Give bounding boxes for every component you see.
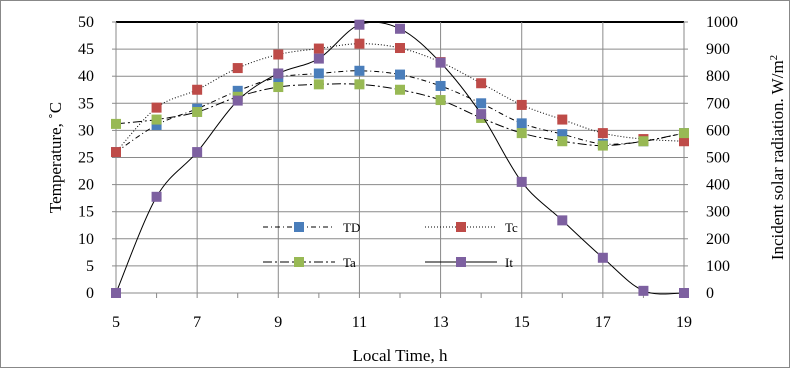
y-tick-label: 15 bbox=[78, 204, 94, 221]
y2-tick-label: 300 bbox=[706, 204, 730, 221]
legend-marker-tc bbox=[456, 222, 466, 232]
y-tick-label: 25 bbox=[78, 150, 94, 167]
y-tick-label: 50 bbox=[78, 14, 94, 31]
data-point-it bbox=[313, 53, 324, 64]
data-point-ta bbox=[313, 79, 324, 90]
x-tick-label: 19 bbox=[676, 314, 692, 331]
data-point-it bbox=[192, 147, 203, 158]
y2-axis-title: Incident solar radiation. W/m2 bbox=[768, 55, 787, 260]
legend-layer: TD Tc Ta It bbox=[263, 220, 518, 270]
data-point-td bbox=[516, 118, 527, 129]
y-tick-label: 45 bbox=[78, 41, 94, 58]
data-point-tc bbox=[192, 84, 203, 95]
data-point-td bbox=[476, 98, 487, 109]
data-point-tc bbox=[232, 63, 243, 74]
data-point-ta bbox=[679, 128, 689, 139]
data-point-tc bbox=[597, 128, 608, 139]
y2-tick-label: 900 bbox=[706, 41, 730, 58]
y2-tick-label: 800 bbox=[706, 68, 730, 85]
data-point-tc bbox=[354, 38, 365, 49]
x-tick-label: 15 bbox=[514, 314, 530, 331]
data-point-tc bbox=[557, 114, 568, 125]
data-point-it bbox=[679, 288, 689, 298]
series-layer bbox=[111, 19, 689, 298]
y2-tick-label: 100 bbox=[706, 258, 730, 275]
data-point-ta bbox=[597, 140, 608, 151]
x-tick-label: 5 bbox=[112, 314, 120, 331]
x-tick-label: 9 bbox=[274, 314, 282, 331]
data-point-td bbox=[557, 129, 568, 140]
data-point-ta bbox=[273, 82, 284, 93]
data-point-ta bbox=[435, 95, 446, 106]
data-point-td bbox=[313, 68, 324, 79]
y-tick-label: 0 bbox=[86, 285, 94, 302]
data-point-ta bbox=[395, 84, 405, 95]
y2-axis-title-superscript: 2 bbox=[768, 55, 780, 61]
data-point-ta bbox=[557, 136, 568, 147]
y2-tick-label: 600 bbox=[706, 122, 730, 139]
data-point-td bbox=[151, 119, 162, 130]
x-tick-label: 13 bbox=[433, 314, 449, 331]
data-point-tc bbox=[516, 99, 527, 110]
data-point-tc bbox=[476, 78, 487, 89]
x-axis-title: Local Time, h bbox=[353, 346, 448, 365]
y-tick-label: 20 bbox=[78, 177, 94, 194]
data-point-it bbox=[476, 109, 487, 120]
data-point-ta bbox=[111, 118, 121, 129]
y-axis-title: Temperature, ˚C bbox=[46, 102, 65, 213]
legend-marker-ta bbox=[294, 257, 304, 267]
data-point-it bbox=[638, 285, 649, 296]
axis-layer: 0510152025303540455001002003004005006007… bbox=[78, 14, 738, 331]
data-point-it bbox=[395, 23, 405, 34]
data-point-it bbox=[151, 191, 162, 202]
data-point-td bbox=[232, 85, 243, 96]
y2-axis-title-text: Incident solar radiation. W/m bbox=[768, 60, 787, 260]
y2-tick-label: 500 bbox=[706, 150, 730, 167]
data-point-tc bbox=[395, 43, 405, 54]
y-tick-label: 40 bbox=[78, 68, 94, 85]
legend-label-td: TD bbox=[343, 220, 360, 235]
data-point-it bbox=[516, 176, 527, 187]
legend-marker-td bbox=[294, 222, 304, 232]
y-tick-label: 5 bbox=[86, 258, 94, 275]
data-point-it bbox=[232, 95, 243, 106]
x-tick-label: 17 bbox=[595, 314, 611, 331]
y2-tick-label: 1000 bbox=[706, 14, 738, 31]
data-point-tc bbox=[273, 49, 284, 60]
x-tick-label: 7 bbox=[193, 314, 201, 331]
y-tick-label: 35 bbox=[78, 95, 94, 112]
data-point-ta bbox=[192, 106, 203, 117]
data-point-tc bbox=[679, 136, 689, 147]
data-point-td bbox=[435, 80, 446, 91]
data-point-td bbox=[354, 65, 365, 76]
legend-label-tc: Tc bbox=[505, 220, 518, 235]
data-point-it bbox=[273, 68, 284, 79]
data-point-ta bbox=[516, 128, 527, 139]
x-tick-label: 11 bbox=[352, 314, 367, 331]
data-point-it bbox=[111, 288, 121, 298]
data-point-it bbox=[597, 252, 608, 263]
legend-marker-it bbox=[456, 257, 466, 267]
data-point-it bbox=[354, 19, 365, 30]
legend-label-ta: Ta bbox=[343, 255, 356, 270]
y2-tick-label: 0 bbox=[706, 285, 714, 302]
data-point-ta bbox=[638, 136, 649, 147]
data-point-ta bbox=[151, 114, 162, 125]
legend-label-it: It bbox=[505, 255, 513, 270]
y-tick-label: 30 bbox=[78, 122, 94, 139]
data-point-td bbox=[395, 69, 405, 80]
data-point-it bbox=[435, 57, 446, 68]
data-point-tc bbox=[111, 147, 121, 158]
data-point-tc bbox=[313, 43, 324, 54]
data-point-ta bbox=[354, 79, 365, 90]
y2-tick-label: 400 bbox=[706, 177, 730, 194]
data-point-tc bbox=[151, 102, 162, 113]
y2-tick-label: 700 bbox=[706, 95, 730, 112]
y-tick-label: 10 bbox=[78, 231, 94, 248]
data-point-it bbox=[557, 215, 568, 226]
y2-tick-label: 200 bbox=[706, 231, 730, 248]
